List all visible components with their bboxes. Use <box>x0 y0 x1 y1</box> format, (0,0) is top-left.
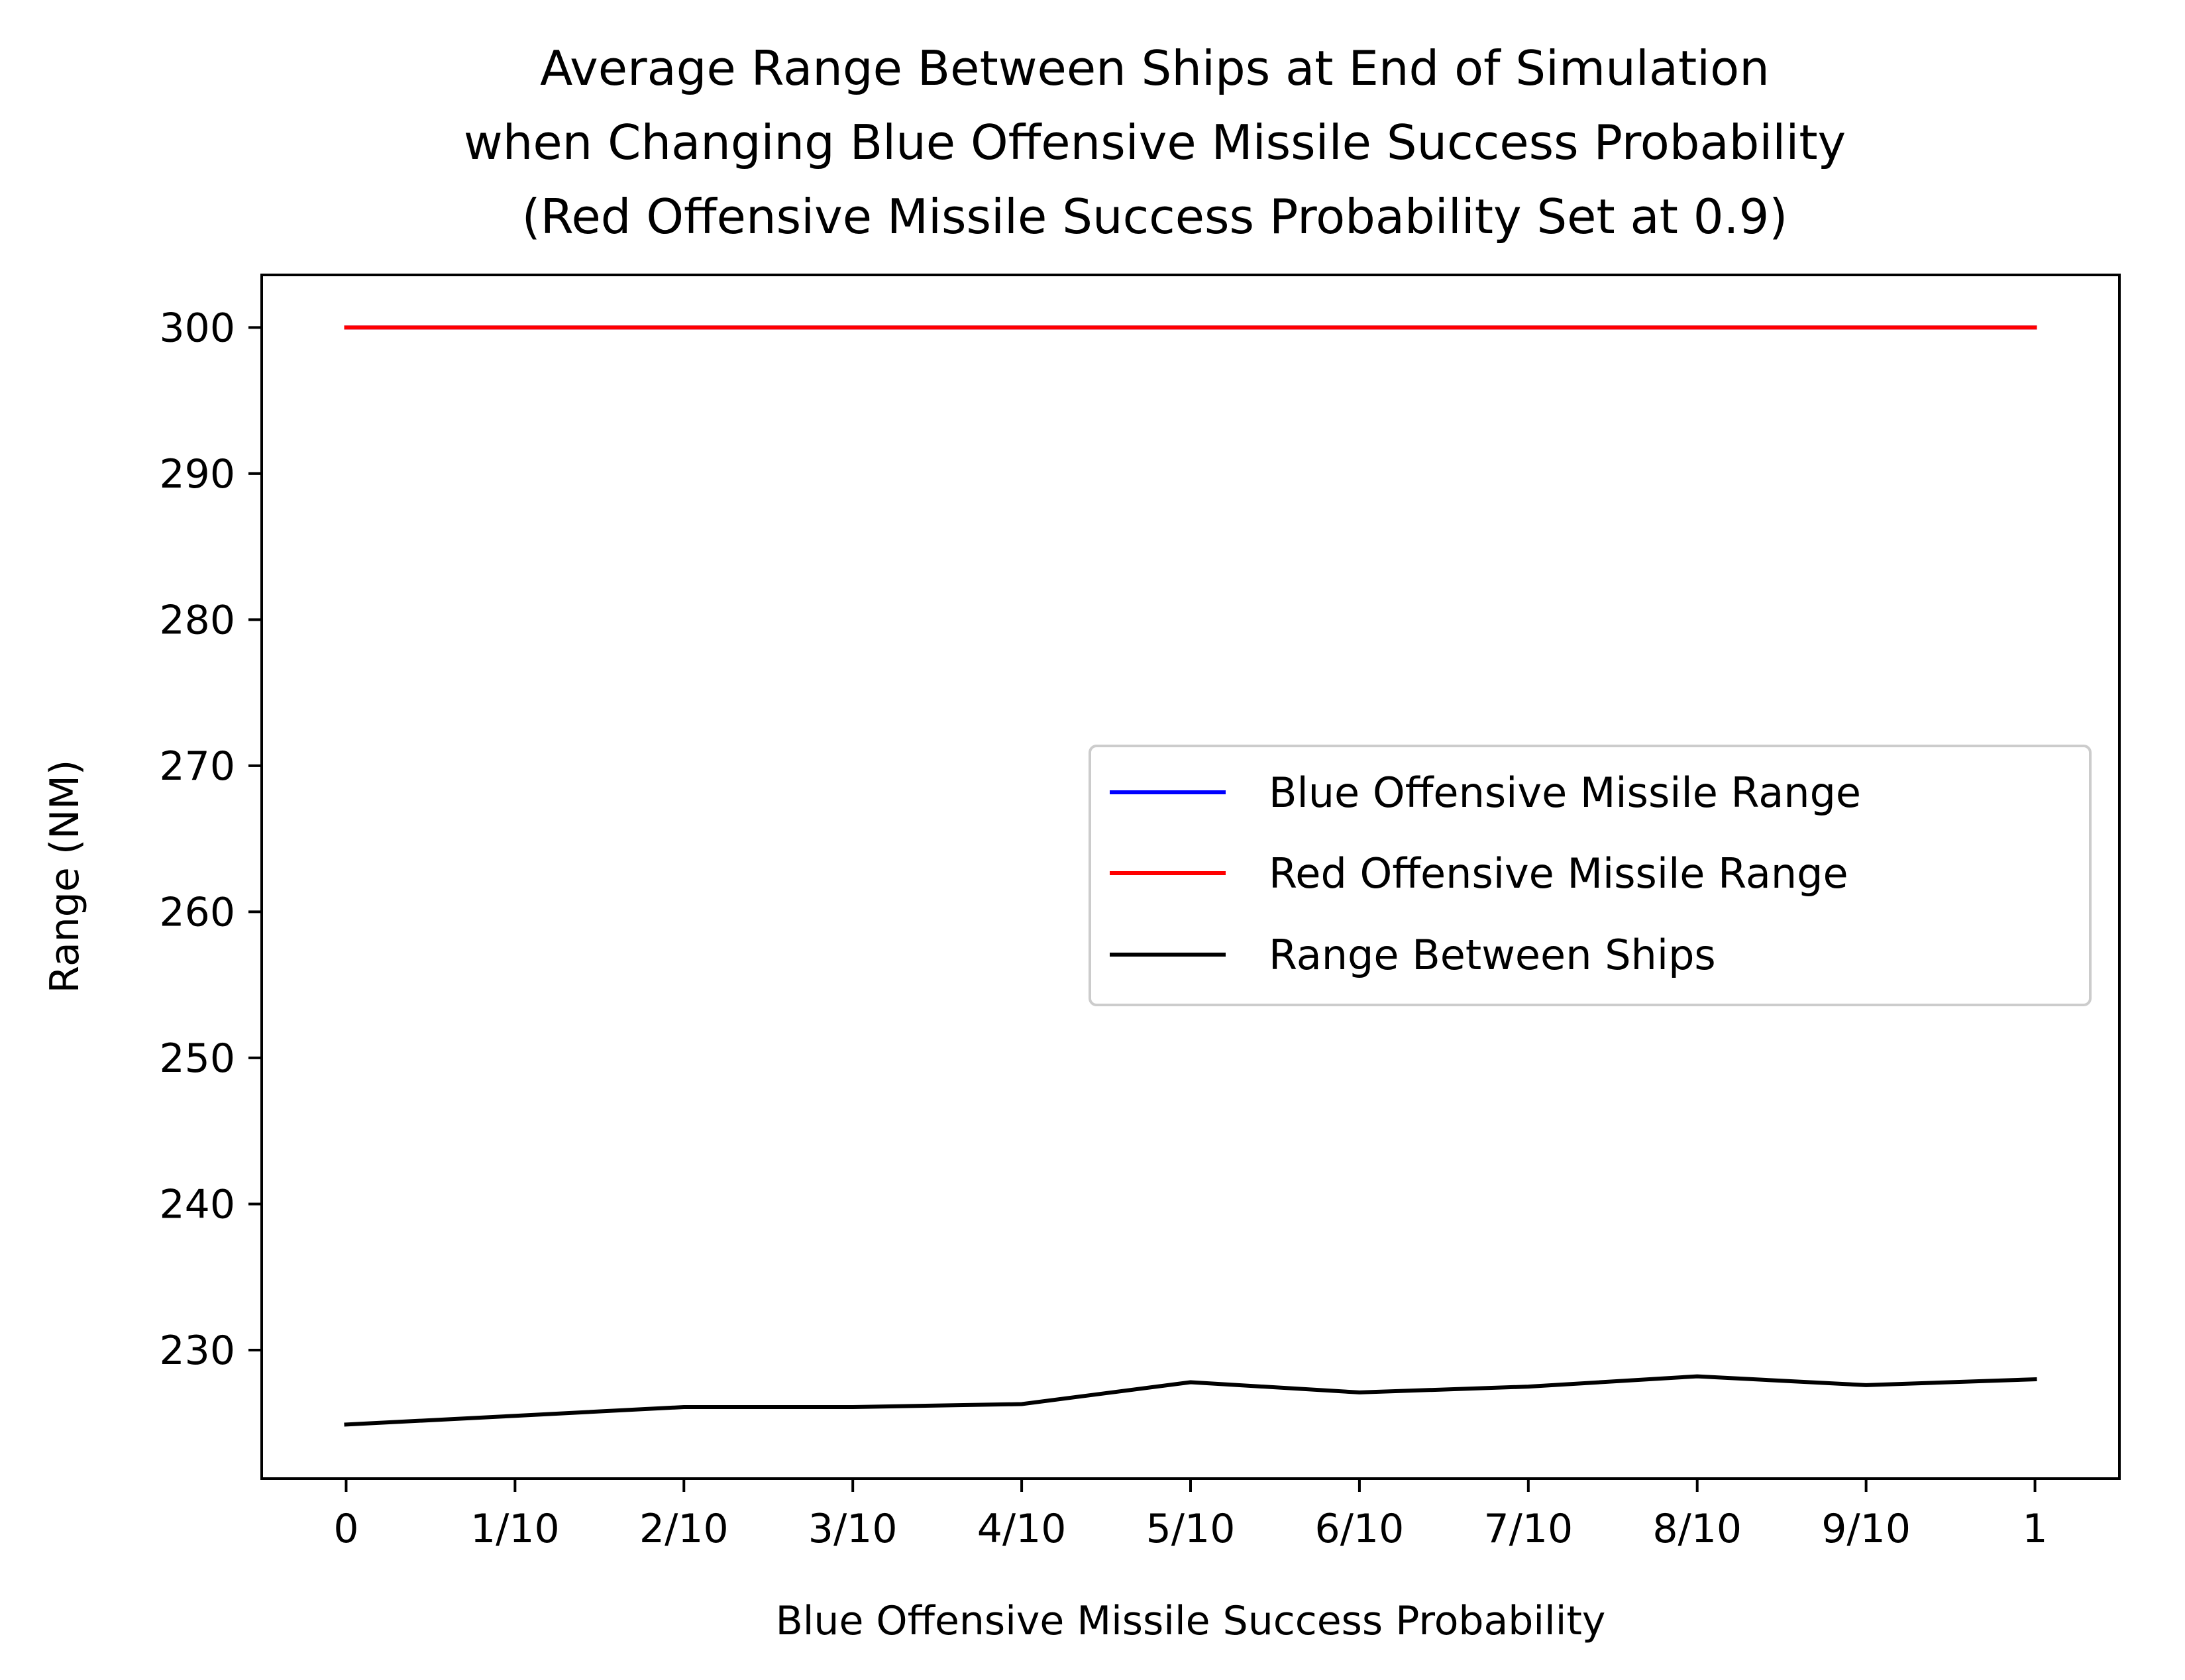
x-tick-label: 2/10 <box>639 1506 729 1552</box>
x-axis-title: Blue Offensive Missile Success Probabili… <box>776 1598 1606 1644</box>
x-axis-ticks: 0 1/10 2/10 3/10 4/10 5/10 6/10 7/10 8/10 9/10 1 <box>333 1479 2048 1552</box>
series-layer <box>344 325 2037 1427</box>
y-axis-title: Range (NM) <box>42 760 88 994</box>
chart-title: Average Range Between Ships at End of Si… <box>464 40 1846 244</box>
x-tick-label: 0 <box>333 1506 358 1552</box>
y-tick-label: 280 <box>159 597 235 643</box>
y-tick-label: 230 <box>159 1328 235 1374</box>
legend-entry-ships: Range Between Ships <box>1110 931 1716 979</box>
x-tick-label: 1 <box>2022 1506 2047 1552</box>
plot-frame <box>260 274 2121 1480</box>
y-axis-ticks: 230 240 250 260 270 280 290 300 <box>159 305 262 1374</box>
y-tick-label: 290 <box>159 451 235 498</box>
x-tick-label: 9/10 <box>1821 1506 1911 1552</box>
y-tick-label: 240 <box>159 1181 235 1228</box>
legend-box <box>1089 745 2092 1006</box>
legend-entry-blue: Blue Offensive Missile Range <box>1110 768 1861 817</box>
y-tick-label: 270 <box>159 743 235 790</box>
legend-label-red: Red Offensive Missile Range <box>1269 849 1848 898</box>
legend-label-blue: Blue Offensive Missile Range <box>1269 768 1861 817</box>
x-tick-label: 3/10 <box>808 1506 898 1552</box>
x-tick-label: 8/10 <box>1652 1506 1742 1552</box>
chart-title-line-1: Average Range Between Ships at End of Si… <box>540 40 1770 96</box>
series-line-2 <box>344 1374 2037 1427</box>
x-tick-label: 5/10 <box>1146 1506 1236 1552</box>
y-tick-label: 250 <box>159 1035 235 1082</box>
y-tick-label: 300 <box>159 305 235 351</box>
x-tick-label: 1/10 <box>470 1506 560 1552</box>
y-tick-label: 260 <box>159 889 235 935</box>
x-tick-label: 7/10 <box>1483 1506 1573 1552</box>
x-tick-label: 4/10 <box>977 1506 1067 1552</box>
legend-entry-red: Red Offensive Missile Range <box>1110 849 1848 898</box>
chart-title-line-2: when Changing Blue Offensive Missile Suc… <box>464 115 1846 170</box>
x-tick-label: 6/10 <box>1315 1506 1405 1552</box>
legend-label-ships: Range Between Ships <box>1269 931 1716 979</box>
chart-title-line-3: (Red Offensive Missile Success Probabili… <box>522 189 1788 244</box>
legend: Blue Offensive Missile Range Red Offensi… <box>1089 745 2092 1006</box>
